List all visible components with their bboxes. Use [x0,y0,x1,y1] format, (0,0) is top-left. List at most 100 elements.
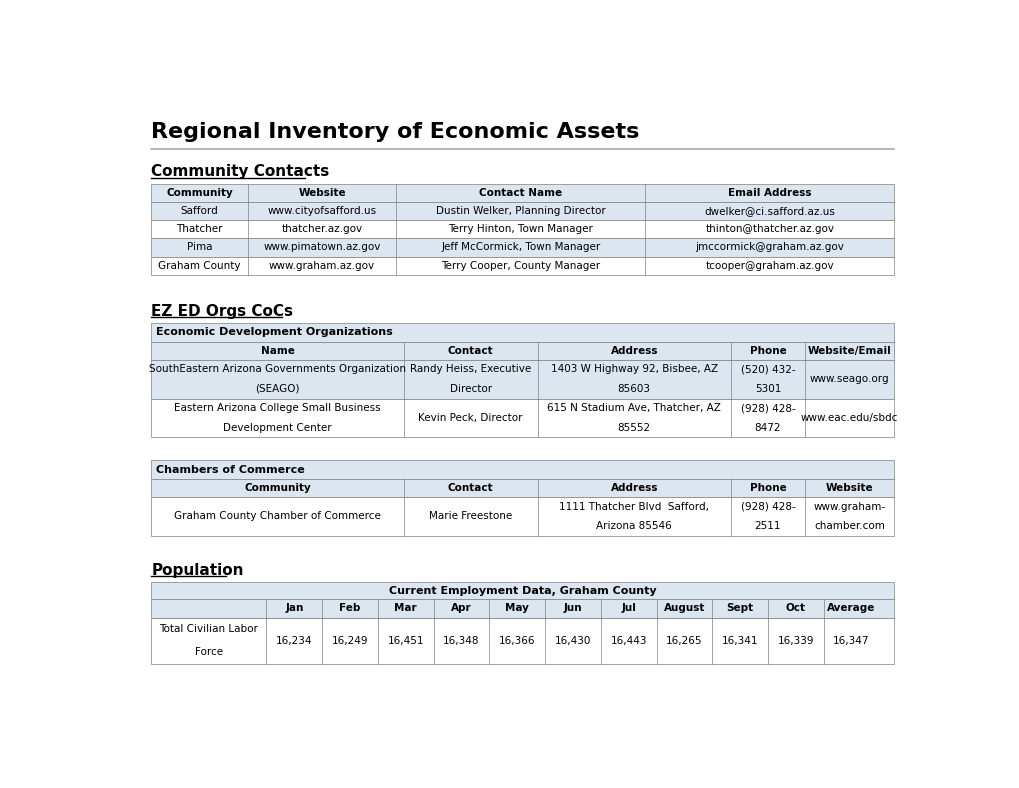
Bar [151,184,894,202]
Text: Eastern Arizona College Small Business: Eastern Arizona College Small Business [174,403,380,413]
Text: (SEAGO): (SEAGO) [255,384,300,394]
Bar [151,478,894,497]
Text: Address: Address [609,346,657,355]
Text: 8472: 8472 [754,422,781,433]
Text: Apr: Apr [450,604,472,614]
Text: www.seago.org: www.seago.org [809,374,889,384]
Bar [151,399,894,437]
Text: thinton@thatcher.az.gov: thinton@thatcher.az.gov [704,225,834,234]
Text: Contact: Contact [447,483,493,492]
Text: Jun: Jun [564,604,582,614]
Text: Phone: Phone [749,483,786,492]
Text: Name: Name [260,346,294,355]
Bar [151,618,894,663]
Text: chamber.com: chamber.com [813,521,884,531]
Text: Website/Email: Website/Email [807,346,891,355]
Bar [151,341,894,359]
Text: jmccormick@graham.az.gov: jmccormick@graham.az.gov [695,243,844,252]
Text: Development Center: Development Center [223,422,331,433]
Text: 5301: 5301 [754,384,781,394]
Text: SouthEastern Arizona Governments Organization: SouthEastern Arizona Governments Organiz… [149,364,406,374]
Text: May: May [504,604,529,614]
Text: Regional Inventory of Economic Assets: Regional Inventory of Economic Assets [151,122,639,142]
Text: Average: Average [826,604,875,614]
Text: 16,366: 16,366 [498,636,535,645]
Text: 16,234: 16,234 [276,636,312,645]
Bar [151,220,894,238]
Text: 85603: 85603 [618,384,650,394]
Bar [151,238,894,257]
Text: Marie Freestone: Marie Freestone [429,511,512,521]
Text: Jan: Jan [284,604,303,614]
Text: Phone: Phone [749,346,786,355]
Text: 1403 W Highway 92, Bisbee, AZ: 1403 W Highway 92, Bisbee, AZ [550,364,717,374]
Text: Oct: Oct [785,604,805,614]
Text: Force: Force [195,647,222,657]
Text: Total Civilian Labor: Total Civilian Labor [159,624,258,634]
Text: 16,348: 16,348 [443,636,479,645]
Text: (928) 428-: (928) 428- [740,403,795,413]
Text: Community: Community [166,188,232,198]
Bar [151,600,894,618]
Text: Kevin Peck, Director: Kevin Peck, Director [418,413,523,423]
Text: Thatcher: Thatcher [176,225,222,234]
Text: 16,265: 16,265 [665,636,702,645]
Text: Address: Address [609,483,657,492]
Text: Director: Director [449,384,491,394]
Text: 16,341: 16,341 [721,636,757,645]
Text: Email Address: Email Address [728,188,811,198]
Text: Feb: Feb [339,604,361,614]
Text: Population: Population [151,563,244,578]
Text: (928) 428-: (928) 428- [740,501,795,511]
Text: 16,430: 16,430 [554,636,591,645]
Text: www.graham-: www.graham- [813,501,884,511]
Text: Graham County Chamber of Commerce: Graham County Chamber of Commerce [174,511,381,521]
Text: www.cityofsafford.us: www.cityofsafford.us [267,206,376,216]
Text: 16,249: 16,249 [331,636,368,645]
Text: Website: Website [825,483,872,492]
Text: dwelker@ci.safford.az.us: dwelker@ci.safford.az.us [704,206,835,216]
Text: Dustin Welker, Planning Director: Dustin Welker, Planning Director [435,206,605,216]
Bar [151,460,894,478]
Text: Community: Community [244,483,311,492]
Text: Economic Development Organizations: Economic Development Organizations [156,327,392,337]
Bar [151,359,894,399]
Text: Safford: Safford [180,206,218,216]
Text: Contact Name: Contact Name [479,188,561,198]
Text: Sept: Sept [726,604,753,614]
Text: Arizona 85546: Arizona 85546 [596,521,672,531]
Text: August: August [663,604,704,614]
Text: Contact: Contact [447,346,493,355]
Text: Chambers of Commerce: Chambers of Commerce [156,465,305,474]
Text: Jeff McCormick, Town Manager: Jeff McCormick, Town Manager [441,243,600,252]
Text: tcooper@graham.az.gov: tcooper@graham.az.gov [705,261,834,270]
Bar [151,257,894,275]
Text: Mar: Mar [394,604,417,614]
Text: 16,451: 16,451 [387,636,424,645]
Text: Community Contacts: Community Contacts [151,165,329,180]
Text: www.graham.az.gov: www.graham.az.gov [269,261,375,270]
Text: 16,443: 16,443 [609,636,646,645]
Text: 1111 Thatcher Blvd  Safford,: 1111 Thatcher Blvd Safford, [558,501,708,511]
Text: thatcher.az.gov: thatcher.az.gov [281,225,363,234]
Text: 85552: 85552 [618,422,650,433]
Text: 16,347: 16,347 [833,636,869,645]
Text: Website: Website [298,188,345,198]
Text: www.pimatown.az.gov: www.pimatown.az.gov [263,243,380,252]
Bar [151,582,894,600]
Bar [151,497,894,536]
Text: Randy Heiss, Executive: Randy Heiss, Executive [410,364,531,374]
Text: Current Employment Data, Graham County: Current Employment Data, Graham County [388,586,656,596]
Text: 16,339: 16,339 [776,636,813,645]
Text: Terry Hinton, Town Manager: Terry Hinton, Town Manager [448,225,593,234]
Text: www.eac.edu/sbdc: www.eac.edu/sbdc [800,413,898,423]
Text: Graham County: Graham County [158,261,240,270]
Text: Terry Cooper, County Manager: Terry Cooper, County Manager [441,261,600,270]
Text: Jul: Jul [621,604,636,614]
Bar [151,323,894,341]
Text: EZ ED Orgs CoCs: EZ ED Orgs CoCs [151,304,292,319]
Bar [151,202,894,220]
Text: 2511: 2511 [754,521,781,531]
Text: Pima: Pima [186,243,212,252]
Text: 615 N Stadium Ave, Thatcher, AZ: 615 N Stadium Ave, Thatcher, AZ [547,403,720,413]
